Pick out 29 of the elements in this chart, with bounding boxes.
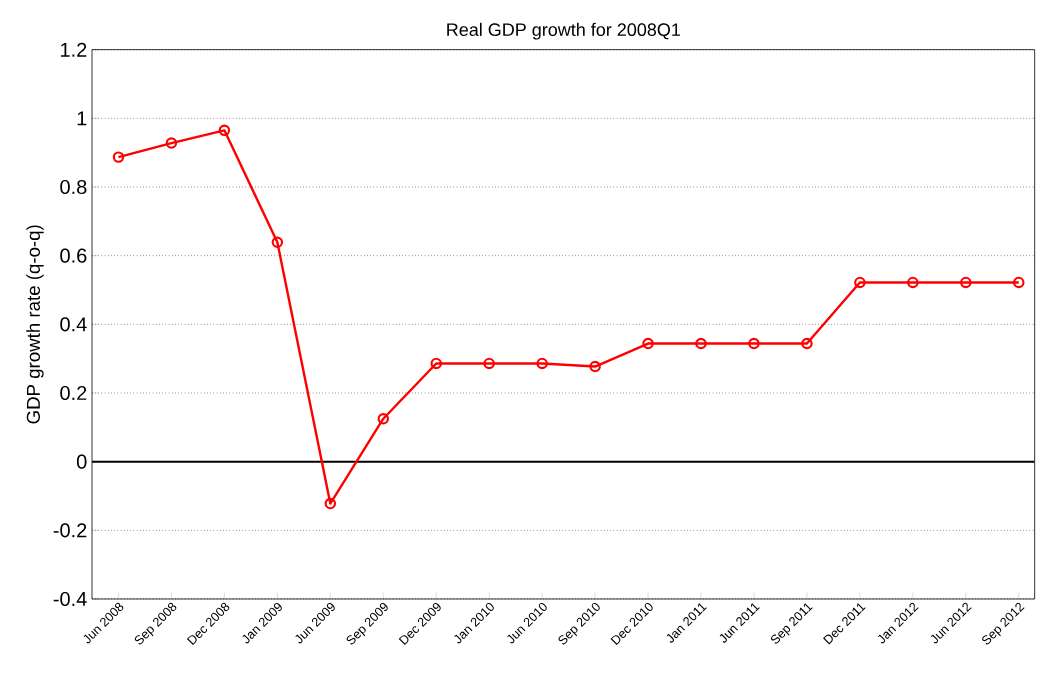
point — [377, 413, 390, 425]
y-tick-label: 0.2 — [60, 385, 87, 401]
point — [271, 236, 284, 248]
point — [324, 497, 337, 510]
point — [801, 337, 813, 350]
y-tick-label: 0 — [76, 454, 87, 469]
point — [854, 276, 866, 289]
y-tick-label: 0.8 — [60, 179, 87, 195]
point — [748, 337, 760, 350]
point — [642, 337, 654, 350]
point — [430, 357, 442, 370]
y-tick-label: 0.6 — [60, 248, 87, 263]
point — [218, 124, 231, 137]
point — [112, 151, 125, 163]
point — [695, 337, 707, 350]
point — [960, 276, 972, 289]
y-tick-label: 1.2 — [61, 42, 87, 57]
point — [1013, 276, 1025, 289]
y-tick-label: -0.4 — [53, 591, 87, 607]
chart-title: Real GDP growth for 2008Q1 — [447, 22, 680, 40]
y-tick-label: 1 — [77, 111, 87, 126]
point — [589, 360, 601, 373]
y-tick-label: -0.2 — [53, 523, 87, 538]
y-tick-label: 0.4 — [60, 317, 87, 332]
point — [165, 137, 178, 149]
point — [483, 357, 495, 370]
point — [907, 276, 919, 289]
point — [536, 357, 548, 370]
y-axis-title: GDP growth rate (q-o-q) — [26, 225, 44, 424]
